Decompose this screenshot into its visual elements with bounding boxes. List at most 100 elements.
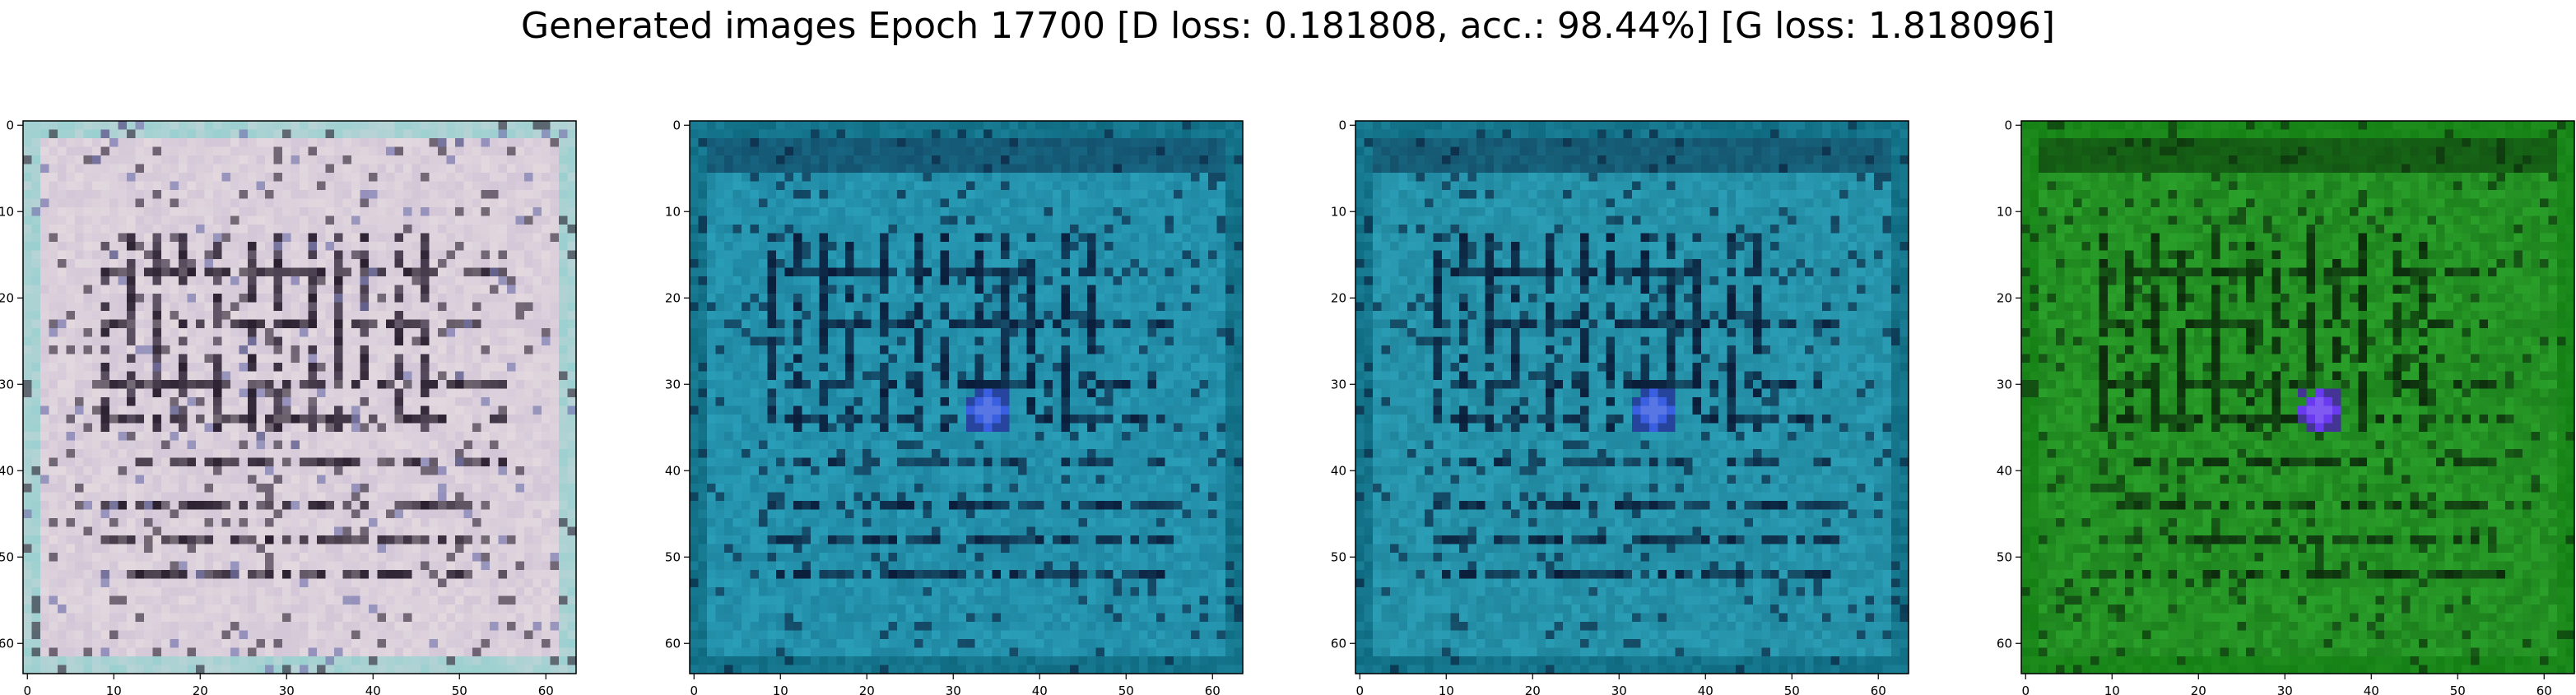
pixel	[481, 405, 491, 415]
pixel	[83, 544, 93, 554]
pixel	[351, 647, 361, 657]
pixel	[342, 518, 352, 528]
pixel	[342, 138, 352, 148]
pixel	[135, 449, 145, 459]
pixel	[1174, 215, 1183, 225]
pixel	[1078, 190, 1088, 200]
pixel	[498, 639, 508, 649]
pixel	[438, 138, 448, 148]
pixel	[291, 190, 300, 200]
pixel	[923, 129, 932, 139]
pixel	[412, 388, 421, 398]
pixel	[550, 276, 560, 286]
pixel	[325, 328, 335, 338]
pixel	[524, 328, 534, 338]
pixel	[179, 665, 188, 674]
pixel	[966, 207, 976, 217]
pixel	[421, 595, 430, 605]
pixel	[109, 336, 119, 346]
pixel	[170, 155, 179, 165]
pixel	[524, 363, 534, 373]
pixel	[100, 267, 110, 277]
pixel	[567, 432, 577, 442]
pixel	[317, 294, 327, 303]
pixel	[412, 570, 421, 580]
pixel	[481, 457, 491, 467]
pixel	[1026, 207, 1036, 217]
pixel	[66, 630, 76, 640]
pixel	[282, 294, 292, 303]
pixel	[421, 319, 430, 329]
pixel	[256, 345, 266, 355]
pixel	[109, 155, 119, 165]
pixel	[161, 622, 171, 632]
pixel	[170, 492, 179, 502]
pixel	[196, 215, 206, 225]
pixel	[1009, 146, 1019, 156]
pixel	[550, 380, 560, 390]
pixel	[256, 198, 266, 208]
pixel	[31, 146, 41, 156]
pixel	[515, 371, 525, 381]
pixel	[386, 345, 396, 355]
pixel	[932, 225, 942, 234]
pixel	[515, 319, 525, 329]
pixel	[1061, 146, 1071, 156]
pixel	[871, 146, 881, 156]
pixel	[550, 475, 560, 484]
pixel	[204, 250, 214, 260]
pixel	[974, 198, 984, 208]
pixel	[248, 595, 258, 605]
pixel	[532, 449, 542, 459]
pixel	[135, 423, 145, 433]
pixel	[957, 233, 967, 243]
pixel	[351, 587, 361, 597]
pixel	[446, 415, 456, 424]
pixel	[438, 509, 448, 519]
pixel	[490, 250, 500, 260]
pixel	[515, 605, 525, 614]
pixel	[273, 475, 283, 484]
pixel	[412, 440, 421, 450]
pixel	[58, 207, 67, 217]
pixel	[481, 138, 491, 148]
pixel	[1208, 155, 1218, 165]
pixel	[360, 242, 370, 252]
pixel	[472, 233, 482, 243]
pixel	[58, 484, 67, 493]
pixel	[542, 605, 551, 614]
pixel	[463, 397, 473, 407]
pixel	[507, 250, 517, 260]
pixel	[1216, 155, 1226, 165]
pixel	[455, 656, 465, 666]
pixel	[291, 173, 300, 183]
pixel	[66, 475, 76, 484]
pixel	[377, 319, 387, 329]
pixel	[308, 665, 318, 674]
pixel	[455, 405, 465, 415]
pixel	[983, 138, 993, 148]
pixel	[196, 587, 206, 597]
pixel	[690, 190, 700, 200]
pixel	[845, 198, 855, 208]
pixel	[455, 544, 465, 554]
pixel	[455, 388, 465, 398]
pixel	[776, 173, 786, 183]
pixel	[1113, 121, 1123, 131]
pixel	[732, 138, 742, 148]
pixel	[152, 423, 162, 433]
pixel	[524, 622, 534, 632]
pixel	[187, 328, 197, 338]
pixel	[230, 630, 240, 640]
pixel	[369, 267, 379, 277]
pixel	[334, 319, 344, 329]
pixel	[282, 285, 292, 294]
pixel	[239, 302, 249, 312]
pixel	[170, 121, 179, 131]
pixel	[515, 475, 525, 484]
pixel	[49, 587, 58, 597]
pixel	[300, 276, 309, 286]
pixel	[845, 146, 855, 156]
pixel	[559, 215, 569, 225]
pixel	[248, 423, 258, 433]
